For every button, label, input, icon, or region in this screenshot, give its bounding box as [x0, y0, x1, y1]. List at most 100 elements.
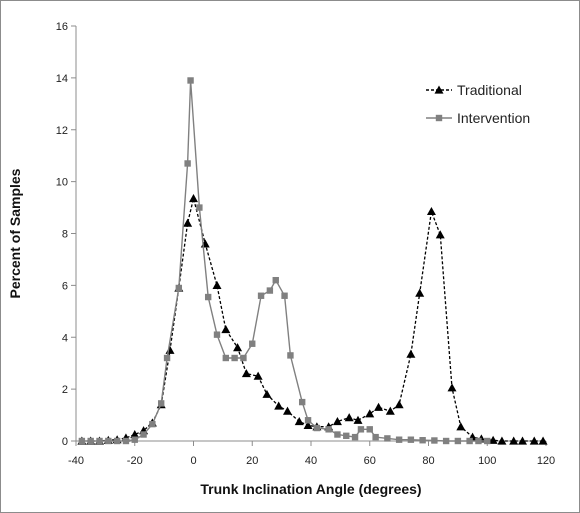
intervention-point — [163, 354, 171, 362]
y-tick-label: 10 — [56, 177, 68, 189]
y-axis-title: Percent of Samples — [7, 168, 23, 298]
intervention-point — [419, 437, 426, 444]
intervention-point — [357, 426, 365, 433]
legend-label: Traditional — [457, 82, 522, 98]
traditional-point — [344, 413, 354, 422]
traditional-point — [303, 420, 313, 430]
intervention-point — [122, 437, 130, 445]
intervention-point — [334, 431, 341, 438]
traditional-point — [435, 230, 445, 239]
traditional-series — [77, 193, 548, 445]
traditional-point — [294, 417, 304, 426]
y-tick-label: 16 — [56, 21, 68, 33]
traditional-point — [165, 345, 175, 354]
traditional-point — [385, 406, 395, 415]
y-tick-label: 0 — [62, 436, 68, 448]
intervention-point — [113, 437, 121, 445]
intervention-point — [87, 437, 94, 445]
intervention-point — [272, 276, 279, 284]
intervention-point — [281, 292, 288, 299]
y-tick-label: 6 — [62, 280, 68, 292]
x-tick-label: 80 — [422, 455, 434, 467]
intervention-point — [78, 437, 86, 445]
traditional-point — [394, 400, 404, 409]
axes: 0 2 4 6 8 10 12 14 16 -40 -20 0 20 40 60 80 100 120 — [56, 21, 555, 467]
legend: Traditional Intervention — [426, 82, 530, 126]
intervention-point — [475, 437, 482, 445]
intervention-point — [298, 398, 306, 406]
traditional-point — [241, 369, 251, 378]
y-tick-label: 14 — [56, 73, 68, 85]
x-tick-label: 0 — [190, 455, 196, 467]
intervention-point — [384, 435, 391, 442]
traditional-point — [374, 402, 384, 411]
x-tick-label: 60 — [364, 455, 376, 467]
y-tick-label: 12 — [56, 125, 68, 137]
intervention-point — [257, 292, 265, 299]
traditional-point — [262, 389, 272, 398]
traditional-point — [332, 417, 342, 426]
x-axis-title: Trunk Inclination Angle (degrees) — [200, 481, 421, 497]
intervention-point — [454, 437, 462, 445]
traditional-point — [426, 206, 436, 216]
traditional-point — [497, 436, 507, 445]
intervention-series — [78, 77, 491, 445]
traditional-point — [183, 218, 193, 227]
intervention-point — [484, 437, 491, 445]
legend-swatch-marker — [435, 114, 443, 122]
intervention-point — [431, 437, 438, 444]
intervention-point — [222, 354, 230, 362]
intervention-point — [407, 436, 415, 443]
y-tick-label: 2 — [62, 384, 68, 396]
intervention-point — [372, 433, 379, 441]
legend-swatch-marker — [434, 85, 444, 94]
intervention-point — [149, 420, 156, 428]
traditional-point — [509, 436, 519, 445]
traditional-point — [456, 422, 466, 431]
legend-label: Intervention — [457, 110, 530, 126]
intervention-point — [313, 424, 321, 432]
traditional-point — [406, 349, 416, 358]
traditional-point — [130, 430, 140, 439]
traditional-line — [81, 198, 544, 442]
intervention-point — [351, 433, 359, 441]
intervention-point — [395, 436, 403, 443]
legend-item-intervention: Intervention — [426, 110, 530, 126]
intervention-point — [157, 400, 165, 407]
intervention-point — [175, 284, 183, 292]
intervention-point — [196, 204, 203, 211]
y-tick-label: 8 — [62, 229, 68, 241]
traditional-point — [189, 193, 198, 203]
traditional-point — [283, 406, 292, 415]
intervention-point — [343, 432, 350, 440]
intervention-line — [81, 80, 488, 442]
legend-item-traditional: Traditional — [426, 82, 522, 98]
traditional-point — [212, 280, 222, 289]
traditional-point — [538, 436, 548, 445]
series-layer — [77, 77, 548, 445]
intervention-point — [140, 431, 147, 438]
x-tick-label: -40 — [68, 455, 84, 467]
x-tick-label: 120 — [537, 455, 555, 467]
intervention-point — [266, 287, 274, 294]
intervention-point — [466, 437, 473, 445]
traditional-point — [253, 371, 263, 380]
intervention-point — [105, 437, 112, 445]
intervention-point — [325, 426, 332, 433]
traditional-point — [353, 415, 363, 424]
intervention-point — [249, 340, 256, 347]
traditional-point — [365, 409, 375, 418]
traditional-point — [415, 288, 425, 297]
y-tick-label: 4 — [62, 332, 68, 344]
traditional-point — [274, 401, 284, 410]
intervention-point — [184, 160, 191, 167]
x-tick-label: 20 — [246, 455, 258, 467]
intervention-point — [287, 352, 294, 359]
x-tick-label: 40 — [305, 455, 317, 467]
intervention-point — [231, 354, 238, 362]
traditional-point — [488, 435, 498, 444]
intervention-point — [96, 437, 103, 445]
intervention-point — [304, 417, 312, 424]
